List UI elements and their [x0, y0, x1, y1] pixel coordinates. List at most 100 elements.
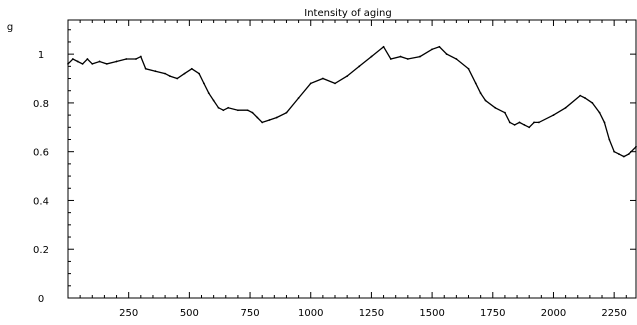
data-point	[251, 111, 254, 114]
data-point	[207, 92, 210, 95]
x-tick-label: 1000	[298, 308, 323, 319]
data-point	[176, 77, 179, 80]
data-point	[513, 123, 516, 126]
data-point	[603, 121, 606, 124]
data-point	[321, 77, 324, 80]
data-point	[635, 145, 637, 148]
series-group	[67, 45, 637, 158]
x-tick-label: 2000	[541, 308, 566, 319]
data-point	[564, 106, 567, 109]
data-point	[479, 92, 482, 95]
data-point	[91, 62, 94, 65]
data-point	[261, 121, 264, 124]
x-tick-label: 750	[241, 308, 260, 319]
data-point	[67, 62, 69, 65]
x-tick-label: 250	[119, 308, 138, 319]
data-point	[358, 65, 361, 68]
data-point	[268, 119, 271, 121]
data-point	[237, 109, 239, 112]
data-point	[183, 72, 186, 75]
y-axis-ticks: 0 0.2 0.4 0.6 0.8 1	[33, 29, 636, 305]
data-point	[627, 153, 630, 156]
y-tick-label: 0	[38, 294, 44, 305]
data-point	[484, 99, 487, 102]
data-point	[86, 58, 89, 60]
data-point	[125, 58, 128, 60]
data-point	[217, 106, 220, 109]
data-point	[518, 121, 521, 124]
data-point	[309, 82, 312, 85]
data-point	[608, 138, 611, 141]
data-point	[275, 116, 278, 119]
x-tick-label: 500	[180, 308, 199, 319]
data-point	[370, 55, 373, 58]
data-point	[135, 58, 137, 60]
chart-title: Intensity of aging	[304, 8, 391, 19]
data-point	[154, 70, 157, 73]
data-point	[467, 67, 470, 70]
x-tick-label: 1500	[419, 308, 444, 319]
y-tick-label: 0.2	[33, 245, 49, 256]
data-point	[474, 82, 477, 85]
data-point	[438, 45, 441, 48]
y-tick-label: 0.4	[33, 196, 49, 207]
data-point	[504, 111, 506, 114]
data-point	[334, 82, 336, 85]
data-point	[246, 109, 249, 112]
data-point	[297, 97, 300, 99]
data-point	[579, 94, 582, 97]
x-tick-label: 2250	[601, 308, 626, 319]
series-line	[67, 45, 637, 158]
data-point	[622, 155, 625, 158]
data-point	[389, 58, 392, 60]
data-point	[382, 45, 385, 48]
data-point	[227, 106, 230, 109]
data-point	[533, 121, 535, 124]
data-point	[190, 67, 193, 70]
data-point	[613, 150, 616, 153]
y-tick-label: 0.8	[33, 99, 49, 110]
data-point	[76, 60, 79, 63]
plot-border	[67, 19, 637, 299]
data-point	[71, 58, 74, 60]
data-point	[618, 153, 620, 156]
data-point	[584, 97, 586, 99]
plot-frame	[67, 19, 637, 299]
x-tick-label: 1750	[480, 308, 505, 319]
data-point	[169, 75, 171, 77]
data-point	[81, 62, 84, 65]
data-point	[399, 55, 402, 58]
data-point	[494, 106, 497, 109]
data-point	[115, 60, 118, 63]
data-point	[203, 82, 205, 85]
y-tick-label: 0.6	[33, 148, 49, 159]
data-point	[105, 62, 108, 65]
data-point	[98, 60, 101, 63]
data-point	[256, 116, 259, 119]
x-axis-ticks: 250 500 750 1000 1250 1500 1750 2000 2250	[79, 20, 627, 319]
data-point	[285, 111, 288, 114]
data-point	[139, 55, 142, 58]
data-point	[222, 109, 225, 112]
x-tick-label: 1250	[359, 308, 384, 319]
y-tick-label: 1	[38, 50, 44, 61]
data-point	[419, 55, 421, 58]
data-point	[198, 72, 200, 75]
data-point	[455, 58, 458, 60]
data-point	[538, 121, 540, 124]
data-point	[406, 58, 409, 60]
data-point	[144, 67, 147, 70]
data-point	[346, 75, 349, 77]
data-point	[445, 53, 448, 56]
data-point	[528, 126, 531, 129]
data-point	[591, 102, 594, 104]
data-point	[508, 121, 511, 124]
data-point	[523, 123, 526, 126]
data-point	[164, 72, 166, 75]
data-point	[552, 114, 555, 117]
data-point	[212, 99, 215, 102]
data-point	[598, 111, 601, 114]
y-axis-label: g	[7, 22, 13, 33]
data-point	[431, 48, 434, 51]
